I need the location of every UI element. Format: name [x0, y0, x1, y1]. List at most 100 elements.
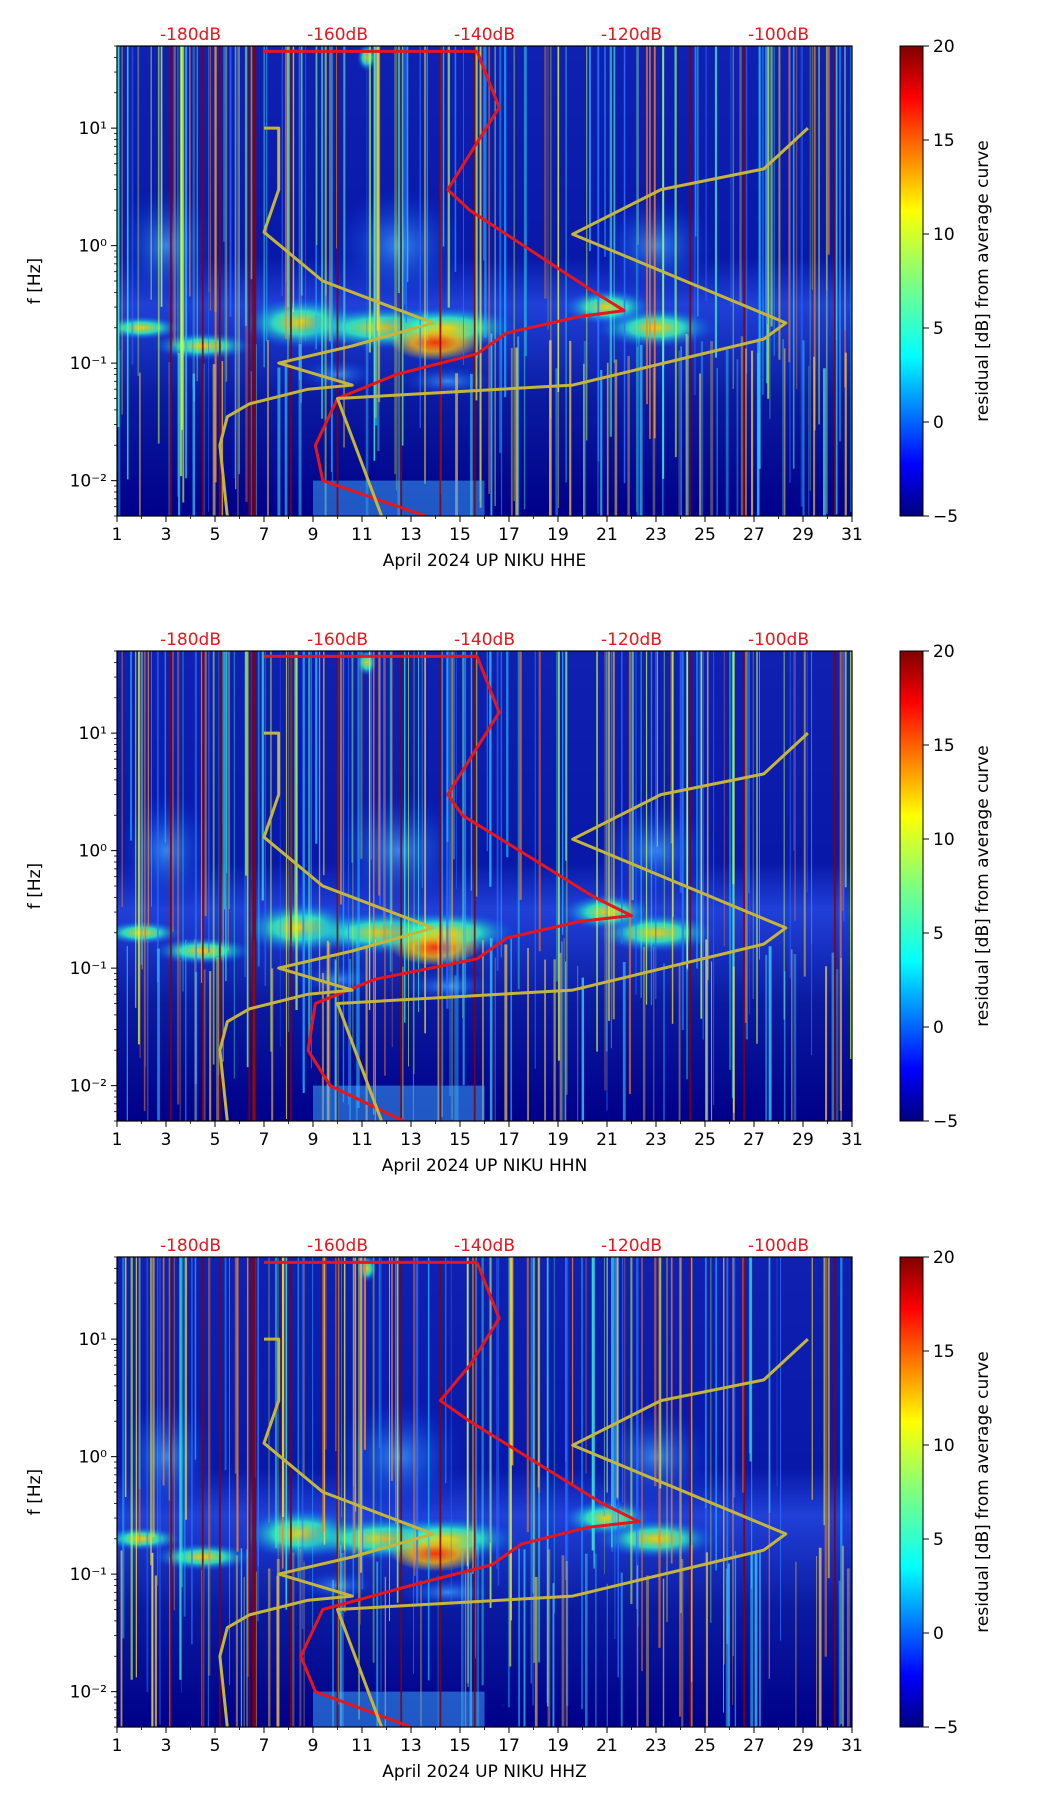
colorbar-label: residual [dB] from average curve: [973, 745, 993, 1026]
high-noise-model-curve: [336, 731, 809, 1121]
x-tick-label: 7: [259, 525, 270, 545]
x-tick-label: 21: [596, 1130, 618, 1150]
top-db-label: -100dB: [748, 630, 809, 650]
x-tick-label: 21: [596, 525, 618, 545]
x-tick-label: 13: [400, 1130, 422, 1150]
energy-band: [328, 1396, 469, 1517]
colorbar-tick-label: 10: [933, 830, 955, 850]
x-tick-label: 27: [743, 1736, 765, 1756]
x-tick-label: 5: [210, 1736, 221, 1756]
energy-band: [117, 1526, 182, 1551]
x-tick-label: 19: [547, 1130, 569, 1150]
top-db-label: -140dB: [454, 25, 515, 45]
x-tick-label: 5: [210, 525, 221, 545]
x-tick-label: 7: [259, 1130, 270, 1150]
colorbar-tick-label: 0: [933, 1018, 944, 1038]
top-db-label: -160dB: [307, 630, 368, 650]
y-tick-label: 10⁻¹: [70, 959, 107, 979]
colorbar-tick-label: 5: [933, 1530, 944, 1550]
y-tick-label: 10⁻¹: [70, 1565, 107, 1585]
spectrogram-background: [117, 651, 852, 1121]
top-db-label: -100dB: [748, 25, 809, 45]
top-db-label: -140dB: [454, 1236, 515, 1256]
energy-band: [390, 324, 481, 361]
colorbar-tick-label: 10: [933, 1436, 955, 1456]
y-tick-label: 10¹: [79, 119, 107, 139]
x-axis-label: April 2024 UP NIKU HHE: [383, 551, 587, 571]
x-tick-label: 1: [112, 1736, 123, 1756]
x-tick-label: 31: [841, 525, 863, 545]
x-tick-label: 11: [351, 1130, 373, 1150]
x-tick-label: 15: [449, 1736, 471, 1756]
high-noise-model-curve: [336, 126, 809, 516]
x-tick-label: 31: [841, 1130, 863, 1150]
energy-band: [328, 790, 469, 911]
x-tick-label: 23: [645, 1736, 667, 1756]
x-tick-label: 29: [792, 525, 814, 545]
top-db-label: -160dB: [307, 1236, 368, 1256]
x-tick-label: 13: [400, 1736, 422, 1756]
colorbar: [899, 45, 924, 517]
x-tick-label: 21: [596, 1736, 618, 1756]
x-tick-label: 3: [161, 525, 172, 545]
y-axis-label: f [Hz]: [25, 258, 45, 304]
energy-band: [390, 1535, 481, 1572]
colorbar-tick-label: 0: [933, 1624, 944, 1644]
x-tick-label: 25: [694, 1130, 716, 1150]
spectrogram-area: [117, 1257, 852, 1727]
colorbar-tick-label: −5: [933, 507, 958, 527]
x-tick-label: 5: [210, 1130, 221, 1150]
x-tick-label: 29: [792, 1736, 814, 1756]
top-db-label: -180dB: [160, 630, 221, 650]
colorbar-tick-label: 15: [933, 736, 955, 756]
top-db-label: -120dB: [601, 1236, 662, 1256]
colorbar-tick-label: 20: [933, 37, 955, 57]
spectrogram-area: [117, 651, 852, 1121]
x-tick-label: 25: [694, 525, 716, 545]
x-tick-label: 7: [259, 1736, 270, 1756]
top-db-label: -160dB: [307, 25, 368, 45]
colorbar-tick-label: 15: [933, 131, 955, 151]
noise-model-curve: [218, 1337, 435, 1727]
y-axis-label: f [Hz]: [25, 1469, 45, 1515]
top-db-label: -120dB: [601, 25, 662, 45]
x-tick-label: 9: [308, 1130, 319, 1150]
x-tick-label: 27: [743, 1130, 765, 1150]
energy-band: [117, 920, 182, 945]
spectrogram-background: [117, 1257, 852, 1727]
y-tick-label: 10⁻²: [70, 1077, 107, 1097]
x-tick-label: 27: [743, 525, 765, 545]
colorbar-tick-label: 5: [933, 924, 944, 944]
x-axis-label: April 2024 UP NIKU HHZ: [382, 1762, 587, 1782]
y-tick-label: 10⁻²: [70, 1683, 107, 1703]
x-tick-label: 17: [498, 1130, 520, 1150]
colorbar-tick-label: 10: [933, 225, 955, 245]
x-tick-label: 19: [547, 525, 569, 545]
noise-model-curve: [218, 731, 435, 1121]
colorbar-label: residual [dB] from average curve: [973, 140, 993, 421]
y-axis-label: f [Hz]: [25, 863, 45, 909]
colorbar-tick-label: 15: [933, 1342, 955, 1362]
colorbar-tick-label: 5: [933, 319, 944, 339]
y-tick-label: 10⁻²: [70, 472, 107, 492]
energy-band: [117, 185, 216, 306]
x-tick-label: 25: [694, 1736, 716, 1756]
y-tick-label: 10¹: [79, 724, 107, 744]
x-tick-label: 9: [308, 525, 319, 545]
energy-band: [117, 315, 182, 340]
top-db-label: -180dB: [160, 25, 221, 45]
y-tick-label: 10¹: [79, 1330, 107, 1350]
x-tick-label: 15: [449, 525, 471, 545]
colorbar-label: residual [dB] from average curve: [973, 1351, 993, 1632]
x-axis-label: April 2024 UP NIKU HHN: [382, 1156, 588, 1176]
x-tick-label: 23: [645, 1130, 667, 1150]
energy-band: [390, 929, 481, 966]
x-tick-label: 1: [112, 1130, 123, 1150]
top-db-label: -140dB: [454, 630, 515, 650]
colorbar-tick-label: 0: [933, 413, 944, 433]
x-tick-label: 1: [112, 525, 123, 545]
x-tick-label: 3: [161, 1736, 172, 1756]
high-noise-model-curve: [336, 1337, 809, 1727]
